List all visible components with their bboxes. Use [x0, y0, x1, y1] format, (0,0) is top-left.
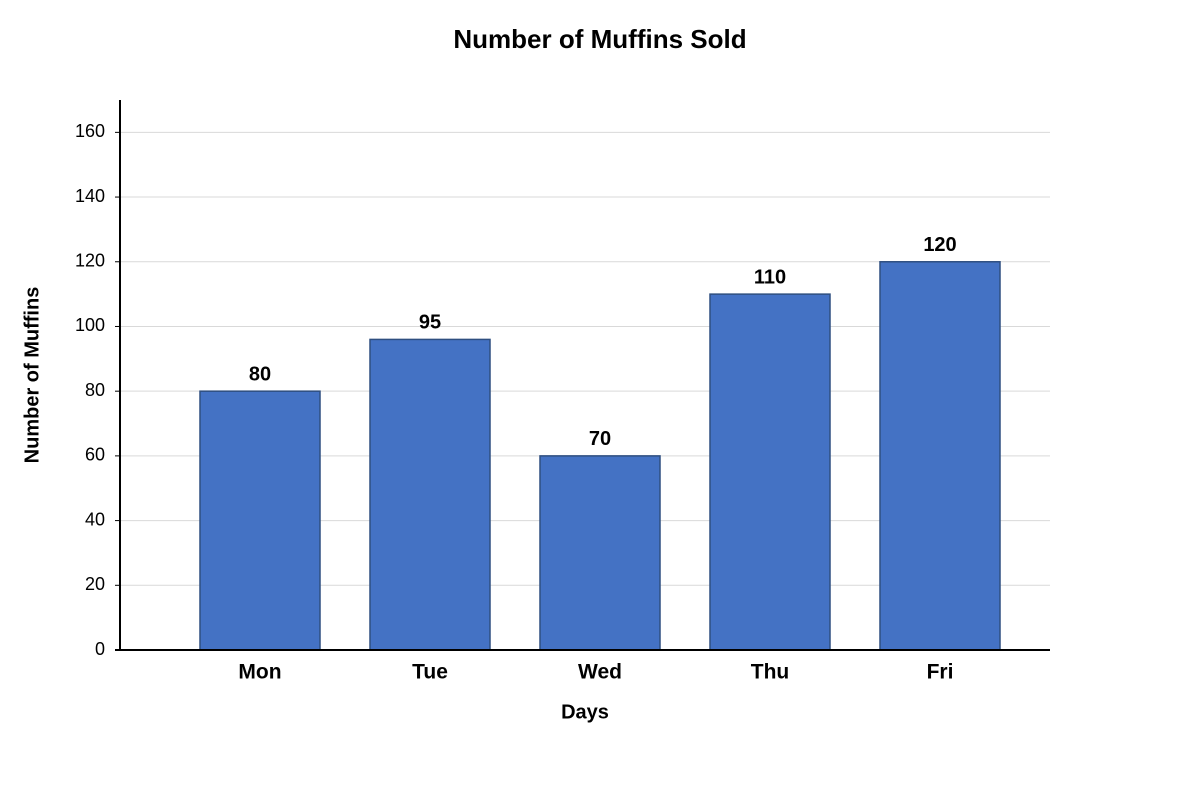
x-tick-label: Mon: [238, 661, 281, 684]
y-tick-label: 40: [85, 509, 105, 529]
y-tick-label: 120: [75, 251, 105, 271]
bar: [369, 338, 491, 651]
bar-annotation: 95: [419, 312, 441, 334]
bar: [199, 390, 321, 651]
bar-annotation: 110: [754, 266, 786, 288]
x-tick-label: Thu: [751, 661, 789, 684]
y-tick-label: 80: [85, 380, 105, 400]
chart-title: Number of Muffins Sold: [453, 24, 746, 54]
bar-annotation: 70: [589, 428, 611, 450]
y-tick-label: 140: [75, 186, 105, 206]
x-tick-label: Tue: [412, 661, 448, 684]
x-axis-title: Days: [561, 701, 609, 723]
y-tick-label: 0: [95, 639, 105, 659]
y-tick-label: 100: [75, 315, 105, 335]
y-tick-label: 60: [85, 445, 105, 465]
y-axis-title: Number of Muffins: [21, 287, 43, 464]
bar-annotation: 80: [249, 363, 271, 385]
y-tick-label: 160: [75, 121, 105, 141]
bar: [879, 261, 1001, 651]
y-tick-label: 20: [85, 574, 105, 594]
bar: [709, 293, 831, 651]
bar: [539, 455, 661, 651]
bar-annotation: 120: [923, 234, 956, 256]
x-tick-label: Fri: [927, 661, 954, 684]
x-tick-label: Wed: [578, 661, 622, 684]
